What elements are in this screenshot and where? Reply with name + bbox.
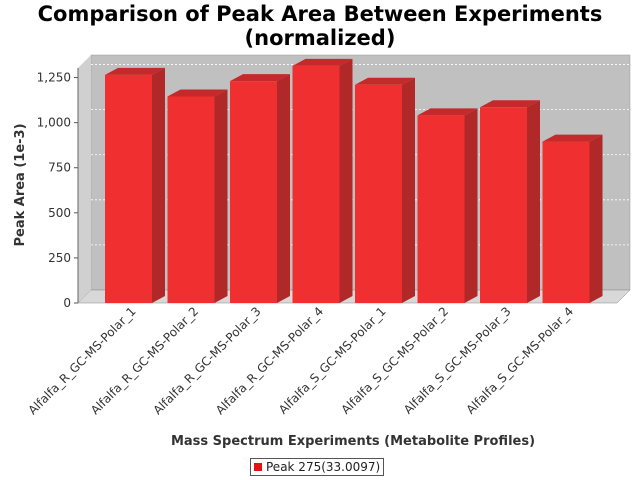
bar-top [355, 77, 415, 85]
x-tick-label: Alfalfa_R_GC-MS-Polar_3 [150, 304, 263, 417]
bar-side [527, 100, 540, 304]
bar-top [292, 58, 353, 66]
y-tick-label: 0 [63, 296, 71, 310]
x-tick-label: Alfalfa_R_GC-MS-Polar_1 [25, 304, 138, 417]
legend-swatch [254, 463, 262, 471]
bar [292, 65, 340, 304]
y-tick-label: 250 [48, 251, 71, 265]
y-tick-label: 1,000 [37, 116, 71, 130]
bar-side [339, 58, 353, 303]
bar-side [152, 67, 165, 303]
bar-top [167, 89, 228, 97]
legend-label: Peak 275(33.0097) [266, 460, 381, 474]
bar-top [480, 100, 540, 108]
legend: Peak 275(33.0097) [250, 458, 385, 476]
bar-top [417, 108, 478, 116]
x-axis-label: Mass Spectrum Experiments (Metabolite Pr… [171, 434, 535, 449]
bar-top [230, 74, 290, 82]
y-axis-label: Peak Area (1e-3) [13, 123, 28, 246]
bar [230, 81, 277, 303]
bar [355, 84, 402, 303]
y-tick-label: 750 [48, 161, 71, 175]
x-tick-label: Alfalfa_S_GC-MS-Polar_2 [338, 304, 451, 417]
bar [480, 107, 527, 304]
bar [542, 141, 590, 303]
bar [105, 74, 152, 303]
bar-top [105, 67, 165, 75]
x-tick-label: Alfalfa_S_GC-MS-Polar_4 [463, 304, 576, 417]
chart-title-line-1: Comparison of Peak Area Between Experime… [37, 2, 603, 26]
x-tick-label: Alfalfa_S_GC-MS-Polar_3 [401, 304, 514, 417]
bar-side [589, 134, 603, 303]
bar-top [542, 134, 603, 142]
y-tick-label: 1,250 [37, 71, 71, 85]
bar-side [277, 74, 290, 303]
bar-side [464, 108, 478, 304]
x-tick-label: Alfalfa_S_GC-MS-Polar_1 [276, 304, 389, 417]
y-tick-label: 500 [48, 206, 71, 220]
x-tick-label: Alfalfa_R_GC-MS-Polar_2 [88, 304, 201, 417]
bar-side [402, 77, 415, 303]
plot-side-wall [78, 55, 91, 303]
chart-title-line-2: (normalized) [244, 26, 396, 50]
chart-title: Comparison of Peak Area Between Experime… [0, 2, 640, 50]
bar [417, 115, 465, 304]
bar [167, 96, 215, 303]
bar-side [214, 89, 228, 303]
x-tick-label: Alfalfa_R_GC-MS-Polar_4 [213, 304, 326, 417]
